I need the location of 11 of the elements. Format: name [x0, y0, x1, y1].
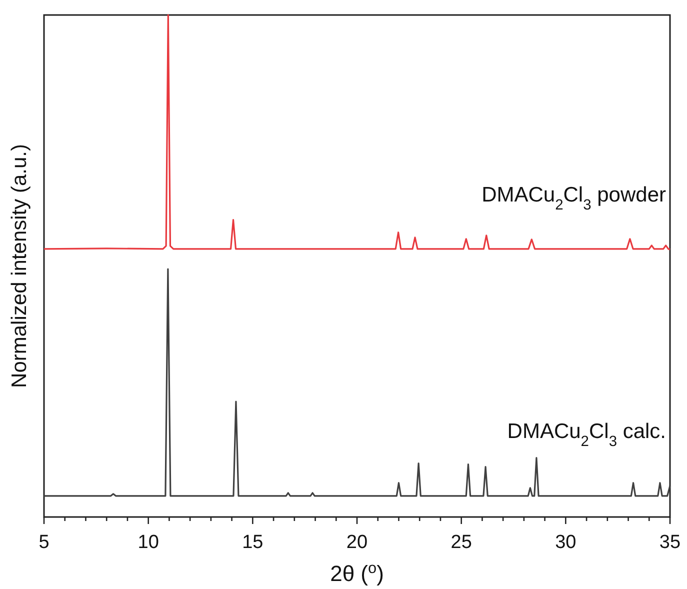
series-label: DMACu$_{2}$Cl$_{3}$ calc. [507, 420, 666, 450]
x-tick-label: 25 [450, 532, 472, 553]
x-tick-label: 20 [346, 532, 368, 553]
x-tick-label: 15 [242, 532, 264, 553]
x-tick-label: 30 [555, 532, 576, 553]
series-label: DMACu$_{2}$Cl$_{3}$ powder [482, 183, 666, 214]
x-axis-title: 2θ ($^{o}$) [330, 560, 384, 586]
x-tick-label: 5 [38, 532, 50, 553]
x-tick-label: 10 [138, 532, 159, 553]
y-axis-title: Normalized intensity (a.u.) [8, 144, 31, 388]
x-tick-label: 35 [659, 532, 681, 553]
